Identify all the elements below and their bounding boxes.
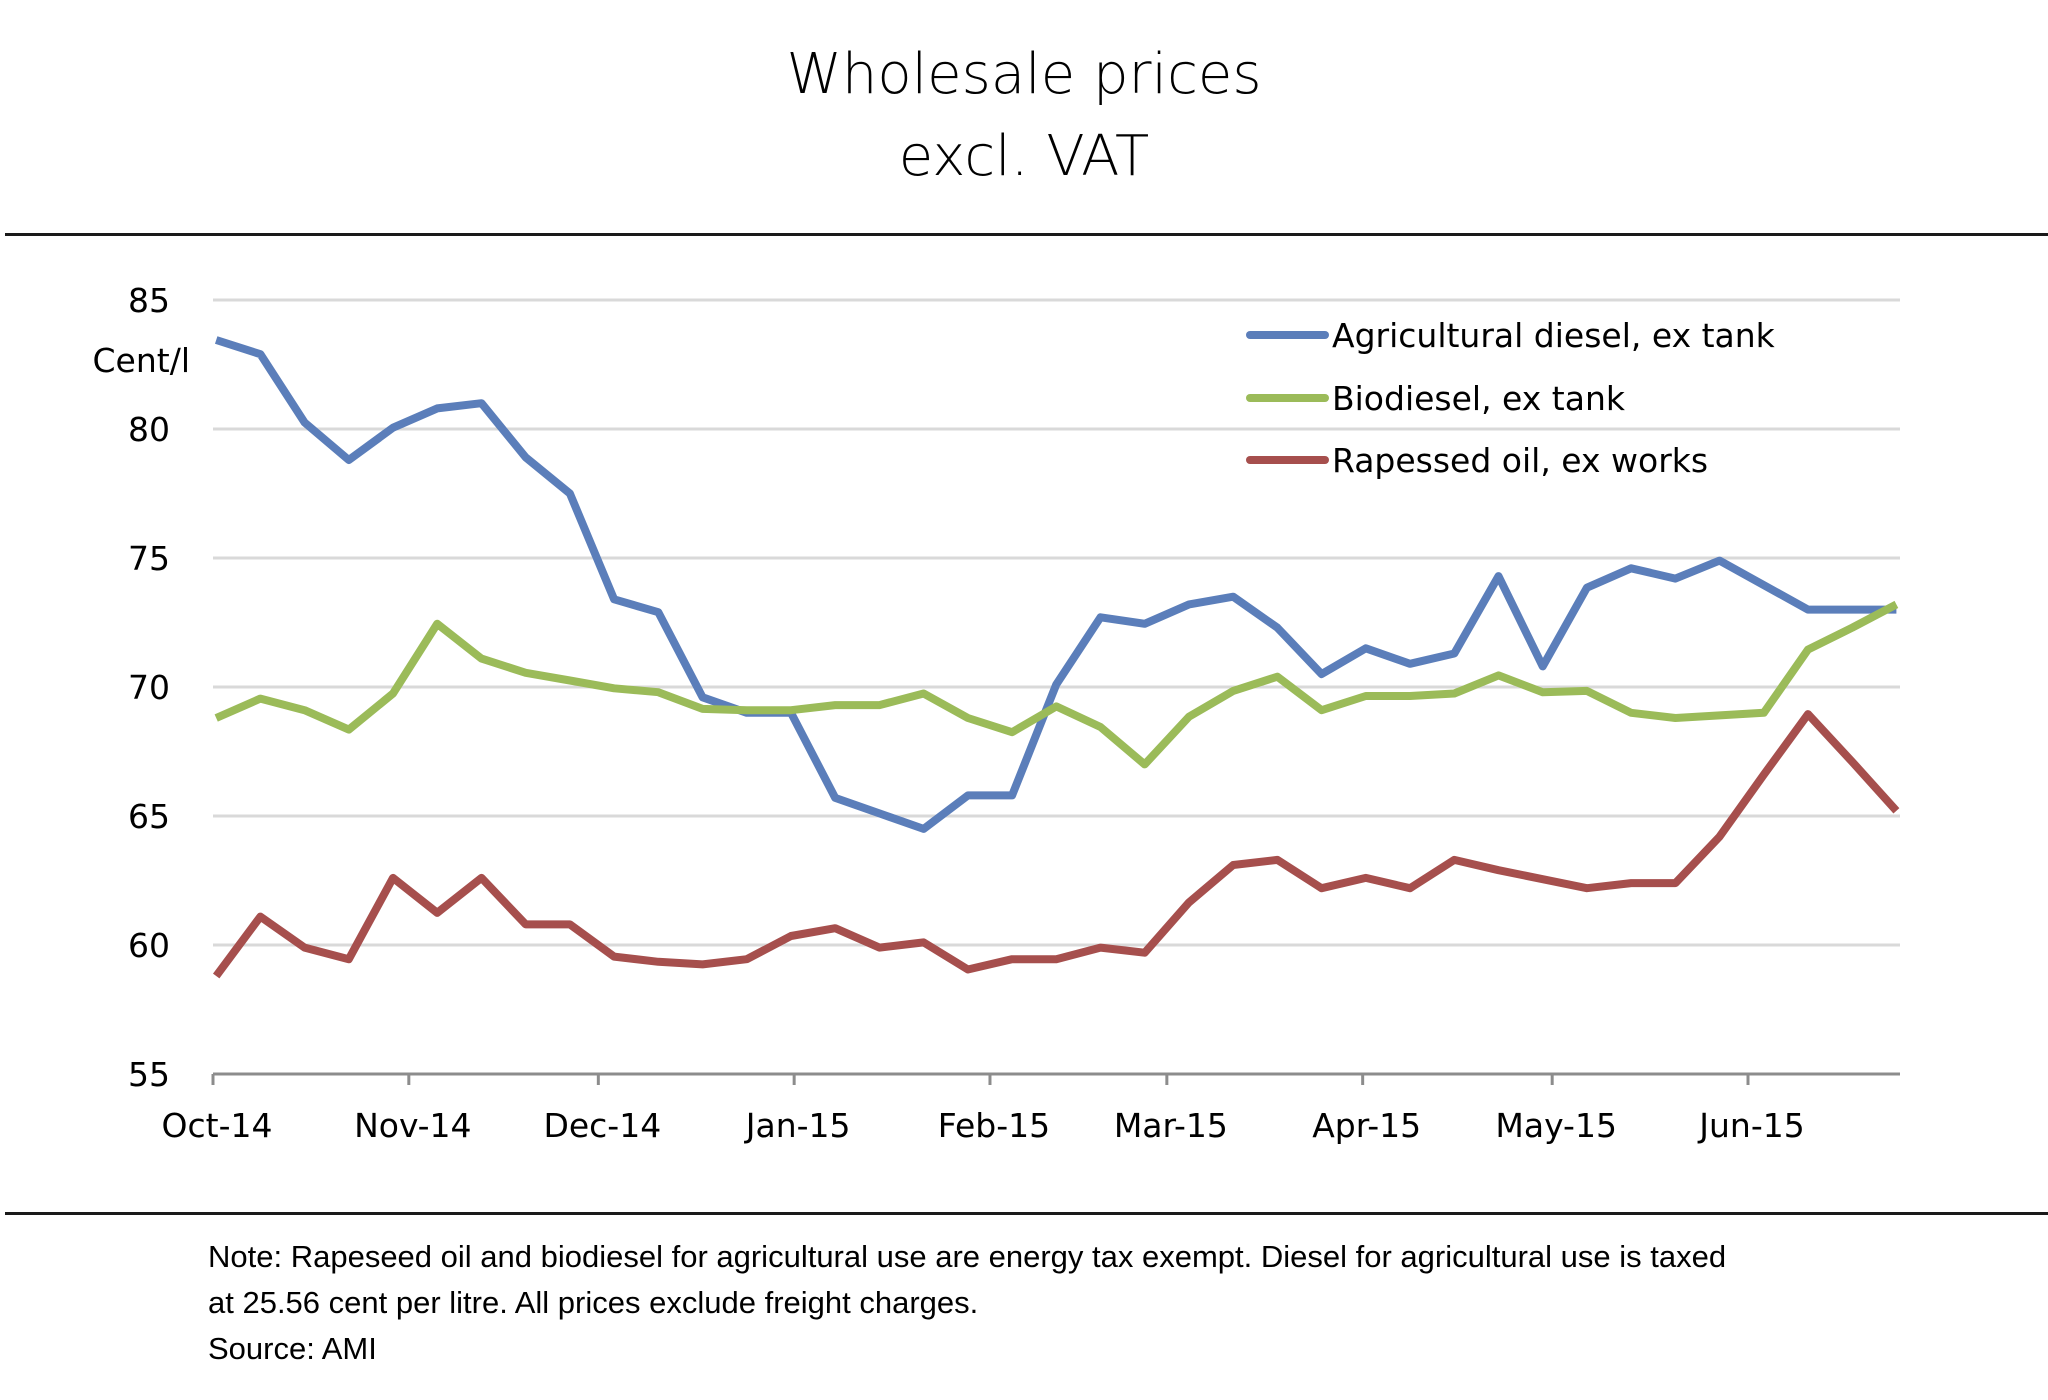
y-tick-label: 65 [128, 797, 170, 836]
y-tick-label: 60 [128, 926, 170, 965]
x-tick-label: Feb-15 [938, 1106, 1050, 1145]
x-tick-label: Jun-15 [1697, 1106, 1804, 1145]
top-divider [5, 233, 2048, 236]
y-tick-label: 70 [128, 668, 170, 707]
line-chart: 55 60 65 70 75 80 85 Cent/l Oct-14 Nov-14 Dec-14… [93, 281, 1900, 1145]
source-line: Source: AMI [208, 1331, 377, 1366]
x-tick-label: Nov-14 [354, 1106, 471, 1145]
x-tick-label: Dec-14 [543, 1106, 661, 1145]
x-tick-label: Jan-15 [744, 1106, 851, 1145]
bottom-divider [5, 1212, 2048, 1215]
x-tick-label: Apr-15 [1312, 1106, 1421, 1145]
legend-item: Agricultural diesel, ex tank [1246, 316, 1776, 355]
legend-item: Rapessed oil, ex works [1246, 441, 1708, 480]
series-lines [212, 336, 1900, 979]
x-axis-ticks: Oct-14 Nov-14 Dec-14 Jan-15 Feb-15 Mar-15 Apr-… [162, 1074, 1805, 1145]
note-line-1: Note: Rapeseed oil and biodiesel for agr… [208, 1239, 1727, 1274]
chart-title-line1: Wholesale prices [786, 42, 1262, 107]
series-line-2 [212, 710, 1900, 979]
y-axis-ticks: 55 60 65 70 75 80 85 [128, 281, 170, 1094]
x-tick-label: Mar-15 [1114, 1106, 1228, 1145]
y-tick-label: 55 [128, 1055, 170, 1094]
x-tick-label: May-15 [1495, 1106, 1617, 1145]
y-tick-label: 75 [128, 539, 170, 578]
x-tick-label: Oct-14 [162, 1106, 273, 1145]
notes: Note: Rapeseed oil and biodiesel for agr… [208, 1234, 1726, 1372]
chart-title-line2: excl. VAT [898, 124, 1150, 189]
legend-label: Rapessed oil, ex works [1332, 441, 1708, 480]
legend-label: Agricultural diesel, ex tank [1332, 316, 1776, 355]
y-tick-label: 85 [128, 281, 170, 320]
legend-item: Biodiesel, ex tank [1246, 379, 1626, 418]
legend: Agricultural diesel, ex tank Biodiesel, e… [1246, 316, 1776, 480]
note-line-2: at 25.56 cent per litre. All prices excl… [208, 1285, 979, 1320]
legend-label: Biodiesel, ex tank [1332, 379, 1626, 418]
series-line-0 [214, 336, 1897, 833]
gridlines [213, 298, 1900, 947]
y-axis-label: Cent/l [93, 341, 191, 380]
series-line-1 [214, 600, 1899, 769]
y-tick-label: 80 [128, 410, 170, 449]
